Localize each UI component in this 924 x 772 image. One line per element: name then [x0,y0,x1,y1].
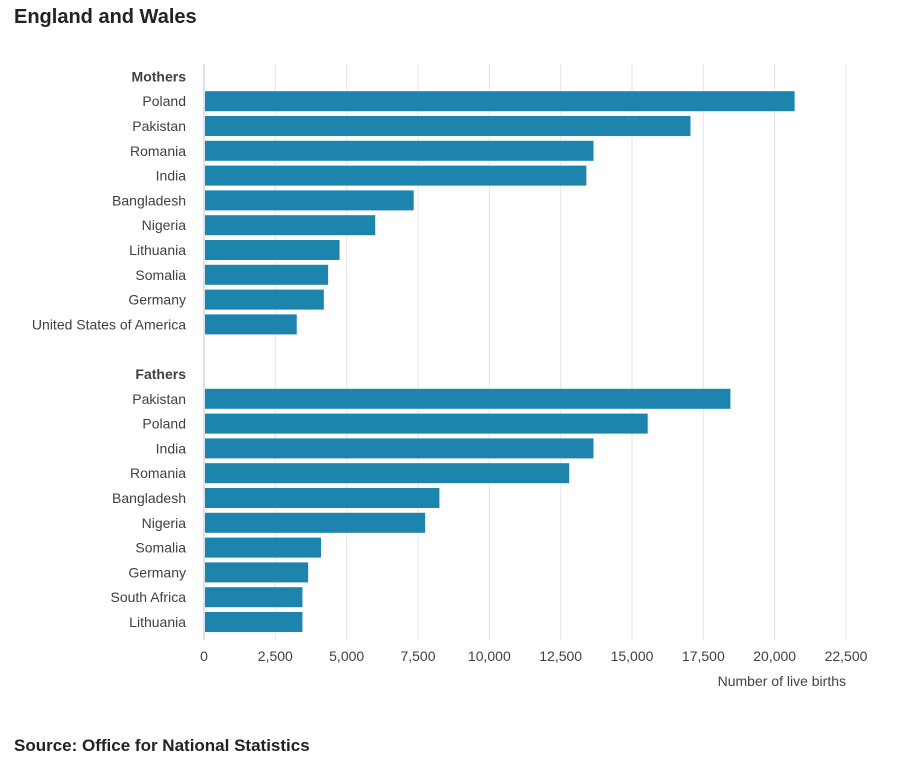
category-label: Pakistan [132,118,186,134]
category-label: Germany [128,564,186,580]
x-tick-label: 10,000 [468,648,511,664]
category-label: India [156,168,187,184]
bar [205,512,426,533]
x-axis-label: Number of live births [718,673,846,689]
category-label: Romania [130,465,186,481]
category-label: Nigeria [142,515,187,531]
category-label: Germany [128,292,186,308]
category-label: Poland [142,93,186,109]
category-label: Pakistan [132,391,186,407]
group-label: Mothers [132,68,187,84]
bar [205,587,303,608]
category-label: Bangladesh [112,192,186,208]
bar [205,562,309,583]
x-tick-label: 17,500 [682,648,725,664]
x-tick-label: 12,500 [539,648,582,664]
bar [205,612,303,632]
category-label: Lithuania [129,614,186,630]
category-label: Somalia [135,540,186,556]
x-tick-label: 22,500 [825,648,868,664]
bars [205,91,795,632]
bar [205,91,795,112]
bar [205,116,691,136]
category-label: South Africa [111,589,187,605]
x-axis: 0 2,500 5,000 7,500 10,000 12,500 15,000 17,500… [200,648,868,664]
bar [205,314,297,335]
bar [205,488,440,508]
x-tick-label: 15,000 [611,648,654,664]
group-label: Fathers [135,366,186,382]
category-label: Romania [130,143,186,159]
bar [205,165,587,186]
chart-title: England and Wales [14,6,197,28]
category-label: Poland [142,416,186,432]
category-labels: Mothers Poland Pakistan Romania India Banglad… [32,68,186,630]
x-tick-label: 0 [200,648,208,664]
category-label: Somalia [135,267,186,283]
bar [205,463,570,484]
bar [205,438,594,459]
x-tick-label: 5,000 [329,648,364,664]
category-label: Bangladesh [112,490,186,506]
x-tick-label: 20,000 [753,648,796,664]
category-label: India [156,440,187,456]
bar [205,240,340,260]
bar [205,264,329,285]
category-label: Nigeria [142,217,187,233]
x-tick-label: 7,500 [400,648,435,664]
bar [205,215,376,236]
bar [205,289,324,310]
bar [205,388,731,409]
category-label: Lithuania [129,242,186,258]
x-tick-label: 2,500 [258,648,293,664]
bar [205,190,414,211]
gridlines [203,64,847,640]
bar [205,413,648,434]
category-label: United States of America [32,316,186,332]
bar [205,537,321,558]
source-note: Source: Office for National Statistics [14,736,310,755]
bar-chart: Mothers Poland Pakistan Romania India Banglad… [32,64,868,689]
bar [205,140,594,161]
